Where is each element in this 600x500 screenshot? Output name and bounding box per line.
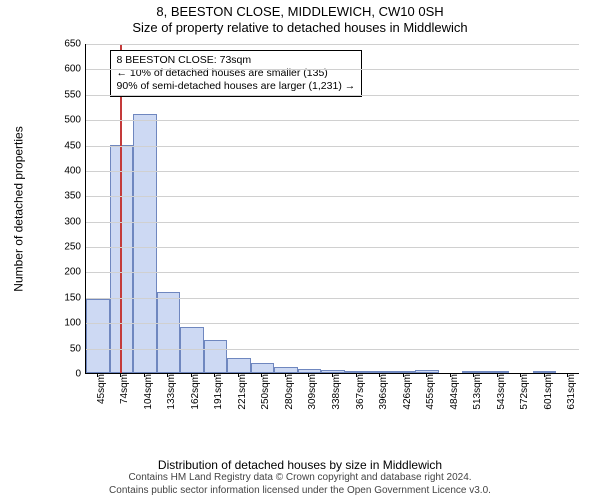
histogram-bar <box>157 292 181 373</box>
x-tick-label: 74sqm <box>119 374 130 404</box>
histogram-bar <box>133 114 157 373</box>
histogram-bar <box>180 327 204 373</box>
gridline <box>86 247 579 248</box>
histogram-bar <box>274 367 298 373</box>
y-tick-label: 200 <box>55 267 81 278</box>
y-tick-label: 300 <box>55 216 81 227</box>
x-tick-label: 191sqm <box>213 374 224 410</box>
gridline <box>86 69 579 70</box>
x-tick-label: 396sqm <box>378 374 389 410</box>
annotation-line-1: 8 BEESTON CLOSE: 73sqm <box>117 54 356 67</box>
y-tick-label: 100 <box>55 318 81 329</box>
gridline <box>86 196 579 197</box>
x-tick-label: 455sqm <box>425 374 436 410</box>
x-tick-label: 309sqm <box>307 374 318 410</box>
y-tick-label: 250 <box>55 242 81 253</box>
histogram-bar <box>251 363 275 373</box>
y-tick-label: 500 <box>55 115 81 126</box>
gridline <box>86 349 579 350</box>
x-tick-label: 104sqm <box>143 374 154 410</box>
x-tick-label: 133sqm <box>166 374 177 410</box>
footer-attribution: Contains HM Land Registry data © Crown c… <box>0 472 600 497</box>
annotation-line-3: 90% of semi-detached houses are larger (… <box>117 80 356 93</box>
histogram-bar <box>227 358 251 373</box>
footer-line-2: Contains public sector information licen… <box>0 485 600 498</box>
y-tick-label: 650 <box>55 39 81 50</box>
gridline <box>86 298 579 299</box>
x-tick-label: 572sqm <box>519 374 530 410</box>
y-tick-label: 0 <box>55 369 81 380</box>
y-tick-label: 550 <box>55 89 81 100</box>
histogram-bar <box>86 299 110 373</box>
x-tick-label: 543sqm <box>496 374 507 410</box>
x-tick-label: 601sqm <box>543 374 554 410</box>
x-axis-label: Distribution of detached houses by size … <box>0 458 600 472</box>
title-subtitle: Size of property relative to detached ho… <box>0 20 600 36</box>
y-tick-label: 350 <box>55 191 81 202</box>
x-tick-label: 280sqm <box>284 374 295 410</box>
footer-line-1: Contains HM Land Registry data © Crown c… <box>0 472 600 485</box>
x-tick-label: 45sqm <box>96 374 107 404</box>
title-address: 8, BEESTON CLOSE, MIDDLEWICH, CW10 0SH <box>0 4 600 20</box>
x-tick-label: 250sqm <box>260 374 271 410</box>
gridline <box>86 171 579 172</box>
histogram-bar <box>204 340 228 373</box>
gridline <box>86 120 579 121</box>
x-tick-label: 484sqm <box>449 374 460 410</box>
y-tick-label: 450 <box>55 140 81 151</box>
y-tick-label: 600 <box>55 64 81 75</box>
y-tick-label: 50 <box>55 343 81 354</box>
x-tick-label: 162sqm <box>190 374 201 410</box>
x-tick-label: 367sqm <box>355 374 366 410</box>
gridline <box>86 95 579 96</box>
x-tick-label: 426sqm <box>402 374 413 410</box>
y-tick-label: 150 <box>55 292 81 303</box>
x-tick-label: 631sqm <box>566 374 577 410</box>
plot-area: 8 BEESTON CLOSE: 73sqm ← 10% of detached… <box>85 44 579 374</box>
x-tick-labels: 45sqm 74sqm 104sqm 133sqm 162sqm 191sqm 221sqm… <box>85 374 579 416</box>
gridline <box>86 222 579 223</box>
annotation-box: 8 BEESTON CLOSE: 73sqm ← 10% of detached… <box>110 50 363 97</box>
y-tick-label: 400 <box>55 165 81 176</box>
y-axis-label: Number of detached properties <box>12 44 26 374</box>
gridline <box>86 323 579 324</box>
x-tick-label: 338sqm <box>331 374 342 410</box>
x-tick-label: 221sqm <box>237 374 248 410</box>
gridline <box>86 272 579 273</box>
gridline <box>86 146 579 147</box>
gridline <box>86 44 579 45</box>
x-tick-label: 513sqm <box>472 374 483 410</box>
chart-area: 8 BEESTON CLOSE: 73sqm ← 10% of detached… <box>55 44 583 416</box>
chart-title: 8, BEESTON CLOSE, MIDDLEWICH, CW10 0SH S… <box>0 0 600 37</box>
